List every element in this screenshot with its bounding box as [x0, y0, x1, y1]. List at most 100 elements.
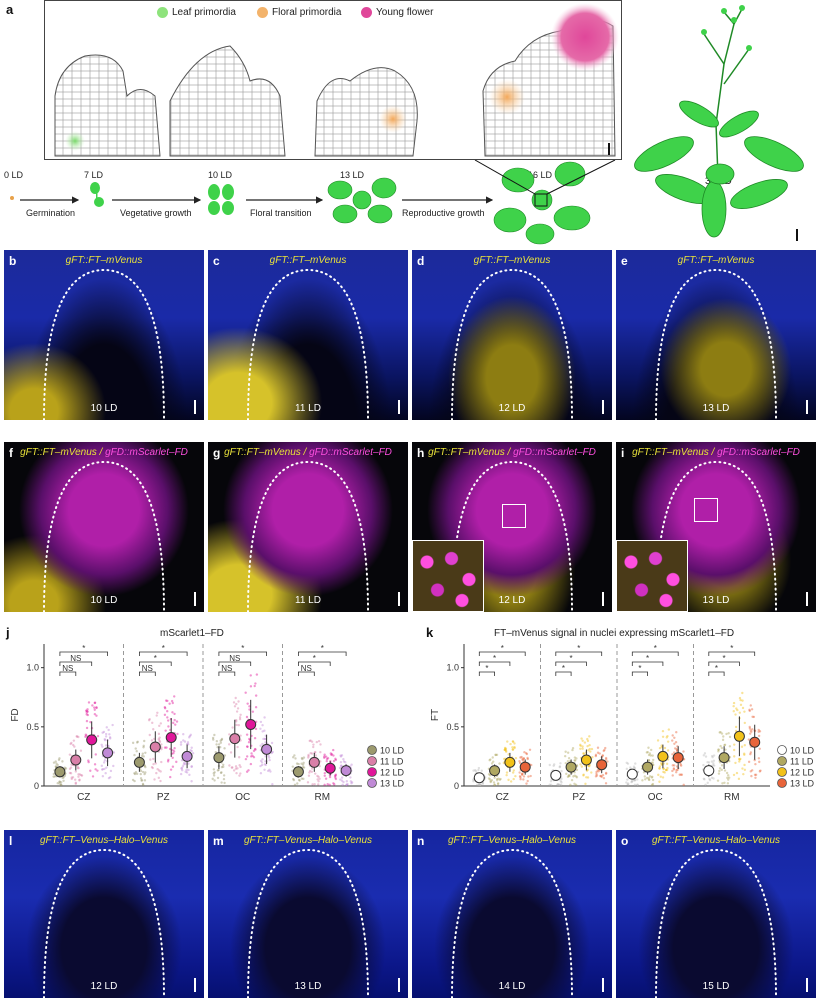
data-point-jitter	[268, 768, 271, 772]
data-point-jitter	[91, 704, 94, 707]
data-point-jitter	[665, 736, 668, 739]
data-point-jitter	[93, 706, 96, 709]
mean-marker-12-LD	[657, 750, 669, 762]
data-point-jitter	[739, 757, 742, 761]
data-point-jitter	[719, 744, 722, 748]
data-point-jitter	[334, 758, 338, 762]
data-point-jitter	[595, 774, 599, 777]
data-point-jitter	[566, 751, 570, 754]
micrograph-panel-o: o gFT::FT–Venus–Halo–Venus 15 LD	[616, 830, 816, 998]
tissue-outline	[43, 460, 165, 612]
data-point-jitter	[741, 699, 744, 702]
data-point-jitter	[184, 762, 187, 766]
panel-label-a: a	[6, 2, 14, 17]
significance-label: NS	[62, 664, 73, 673]
data-point-jitter	[477, 783, 481, 787]
significance-label: *	[321, 644, 324, 653]
data-point-jitter	[85, 711, 88, 714]
data-point-jitter	[292, 756, 295, 759]
panel-label-f: f	[9, 446, 13, 460]
data-point-jitter	[647, 753, 651, 757]
significance-bracket	[59, 651, 108, 656]
data-point-jitter	[581, 739, 584, 742]
data-point-jitter	[68, 771, 72, 775]
data-point-jitter	[732, 710, 735, 713]
significance-label: *	[715, 664, 718, 673]
data-point-jitter	[743, 768, 747, 772]
data-point-jitter	[249, 755, 253, 758]
data-point-jitter	[232, 769, 236, 772]
data-point-jitter	[251, 754, 254, 758]
data-point-jitter	[599, 774, 602, 778]
data-point-jitter	[583, 741, 587, 744]
data-point-jitter	[187, 768, 190, 772]
data-point-jitter	[215, 743, 218, 746]
data-point-jitter	[69, 766, 73, 769]
data-point-jitter	[238, 774, 241, 777]
data-point-jitter	[333, 783, 336, 786]
data-point-jitter	[511, 748, 515, 751]
stage-10ld: 10 LD	[208, 170, 233, 180]
significance-label: *	[501, 644, 504, 653]
data-point-jitter	[580, 737, 583, 740]
data-point-jitter	[565, 772, 568, 776]
data-point-jitter	[318, 777, 321, 781]
data-point-jitter	[231, 766, 234, 769]
mean-marker-12-LD	[165, 731, 177, 743]
data-point-jitter	[261, 724, 264, 727]
data-point-jitter	[151, 721, 154, 725]
data-point-jitter	[518, 775, 522, 778]
data-point-jitter	[748, 725, 751, 729]
data-point-jitter	[190, 749, 193, 753]
data-point-jitter	[249, 674, 252, 677]
data-point-jitter	[625, 767, 629, 771]
data-point-jitter	[74, 782, 77, 785]
meristem-sketch-3	[314, 67, 418, 157]
data-point-jitter	[173, 695, 176, 698]
tissue-outline	[43, 848, 165, 998]
significance-label: *	[241, 644, 244, 653]
data-point-jitter	[635, 783, 639, 787]
data-point-jitter	[233, 705, 237, 708]
data-point-jitter	[590, 771, 593, 774]
data-point-jitter	[748, 727, 752, 730]
panel-label-j: j	[6, 625, 10, 640]
data-point-jitter	[253, 736, 257, 740]
data-point-jitter	[139, 772, 142, 776]
data-point-jitter	[323, 774, 326, 777]
data-point-jitter	[185, 742, 189, 746]
data-point-jitter	[212, 774, 216, 777]
y-axis-label: FD	[10, 708, 21, 721]
data-point-jitter	[487, 773, 491, 776]
data-point-jitter	[671, 774, 674, 777]
data-point-jitter	[170, 699, 174, 703]
data-point-jitter	[571, 748, 574, 752]
data-point-jitter	[297, 778, 301, 782]
mean-marker-10-LD	[626, 768, 638, 780]
data-point-jitter	[702, 754, 706, 757]
data-point-jitter	[643, 775, 646, 778]
data-point-jitter	[326, 782, 329, 786]
data-point-jitter	[711, 754, 714, 758]
data-point-jitter	[573, 774, 576, 777]
significance-bracket	[298, 651, 347, 656]
timepoint-label: 13 LD	[702, 595, 730, 606]
data-point-jitter	[590, 747, 594, 751]
data-point-jitter	[77, 766, 80, 770]
data-point-jitter	[737, 757, 741, 761]
scale-bar	[806, 400, 808, 414]
significance-bracket	[708, 661, 740, 666]
data-point-jitter	[560, 777, 563, 781]
data-point-jitter	[164, 699, 168, 702]
data-point-jitter	[738, 711, 741, 714]
data-point-jitter	[104, 744, 108, 747]
panel-label-l: l	[9, 834, 13, 848]
data-point-jitter	[237, 700, 240, 703]
significance-label: NS	[142, 664, 153, 673]
data-point-jitter	[54, 765, 58, 768]
data-point-jitter	[492, 760, 495, 763]
mean-marker-13-LD	[102, 747, 114, 759]
label-floral-transition: Floral transition	[250, 208, 312, 218]
data-point-jitter	[503, 757, 506, 761]
data-point-jitter	[306, 781, 310, 784]
